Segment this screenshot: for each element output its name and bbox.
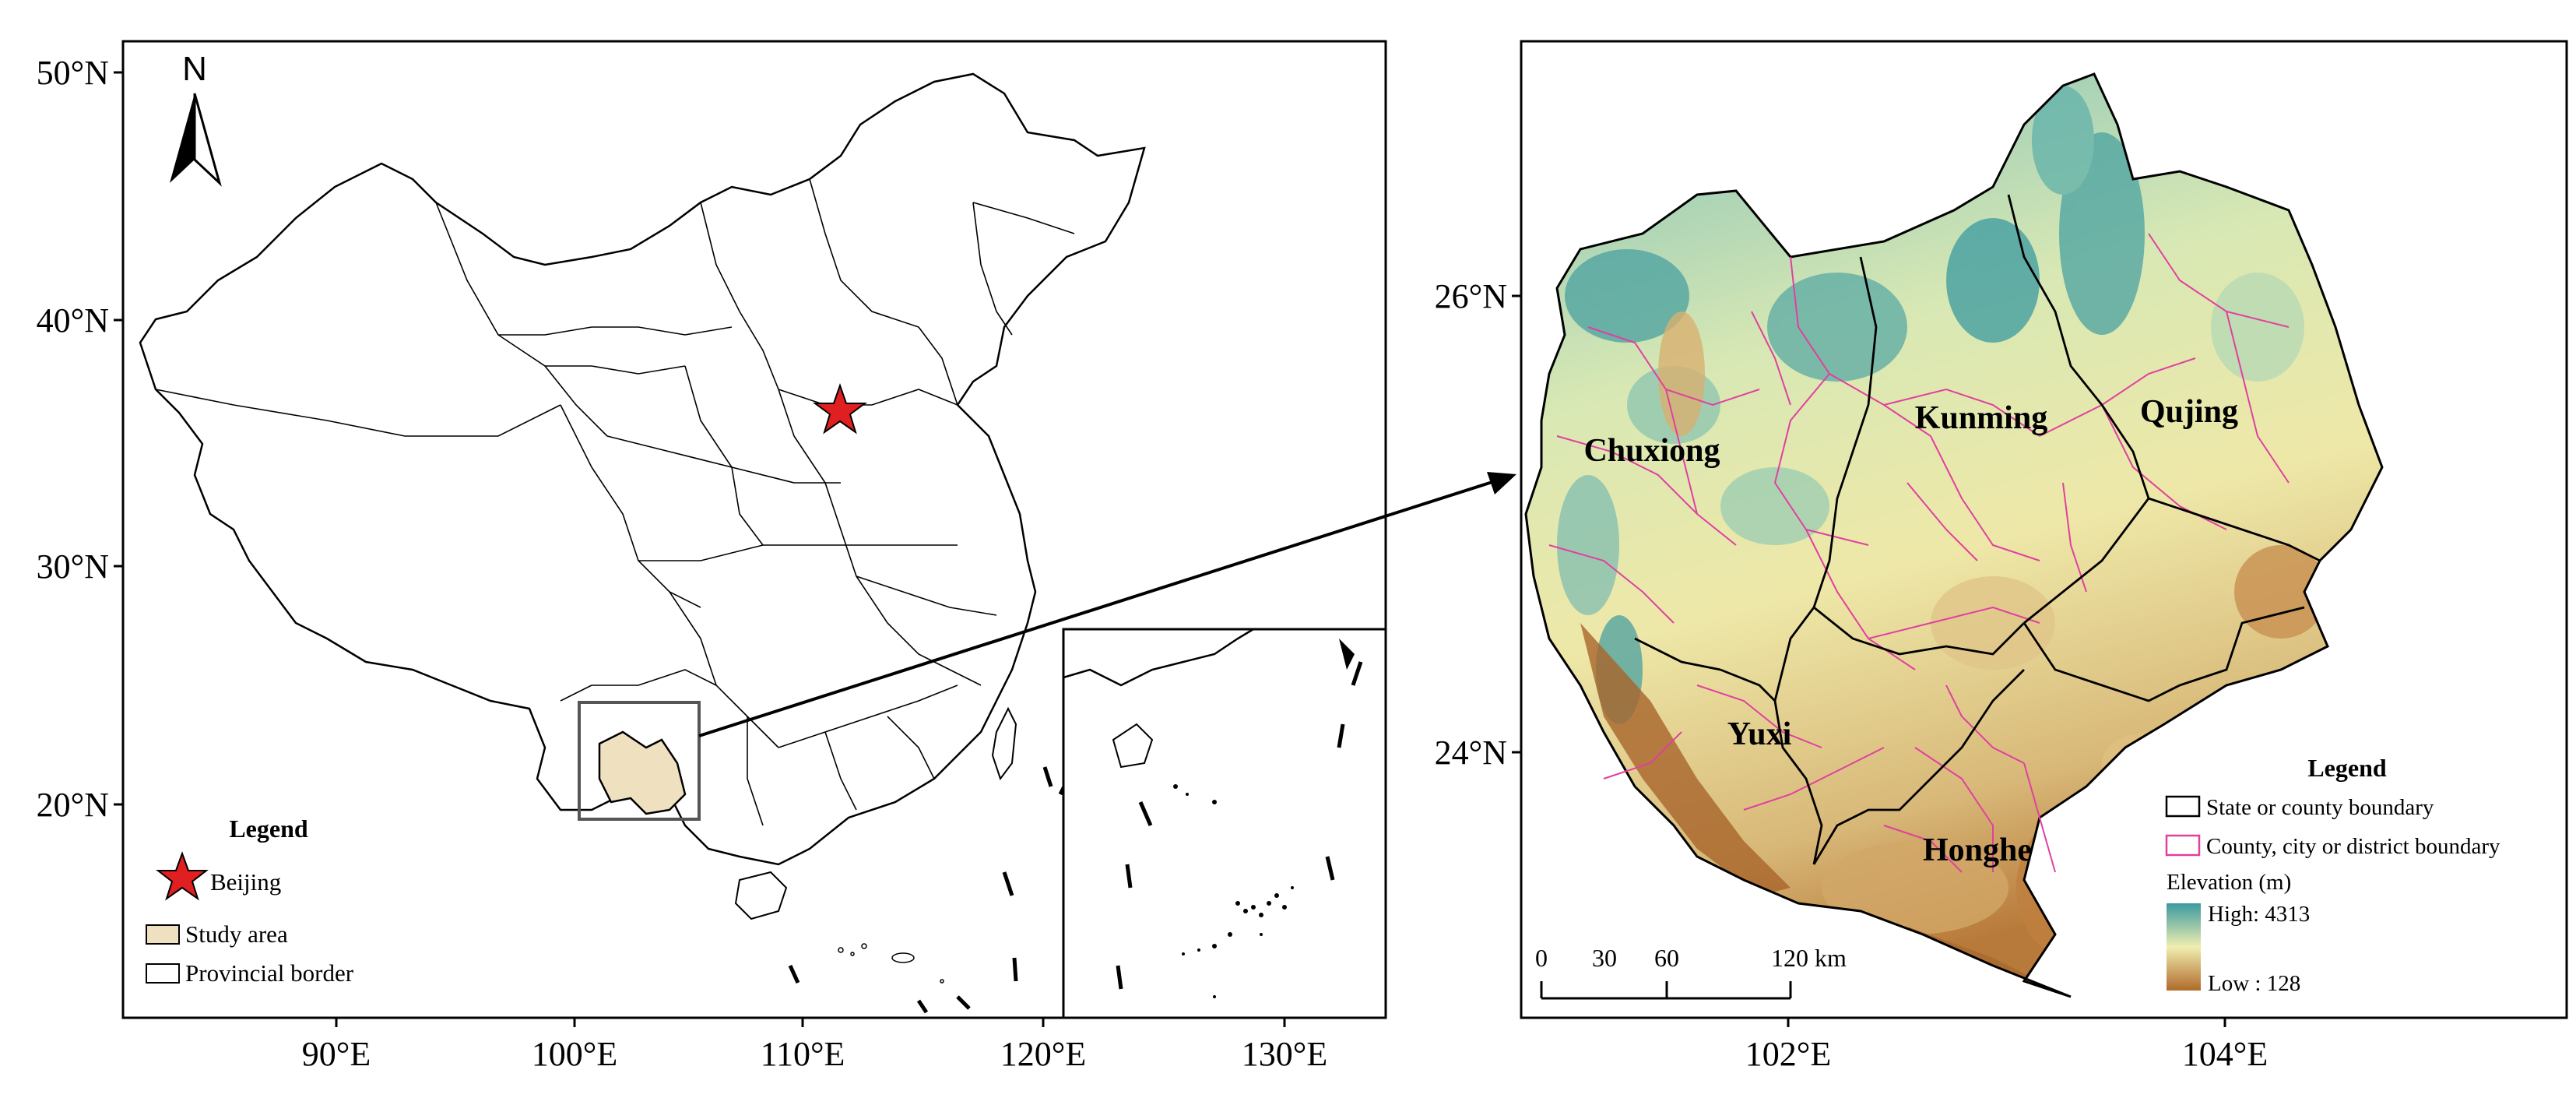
legend-county-label: County, city or district boundary xyxy=(2206,834,2500,859)
left-lat-ticks: 50°N 40°N 30°N 20°N xyxy=(37,54,123,824)
legend-provincial-swatch xyxy=(146,963,180,984)
scale-label-60: 60 xyxy=(1654,944,1679,972)
study-area xyxy=(598,730,687,815)
legend-study-area-swatch xyxy=(146,924,180,945)
elevation-color-ramp xyxy=(2167,903,2201,991)
right-lon-label-102e: 102°E xyxy=(1745,1035,1831,1073)
left-lon-ticks: 90°E 100°E 110°E 120°E 130°E xyxy=(302,1018,1327,1073)
lon-label-100e: 100°E xyxy=(532,1035,617,1073)
legend-beijing-label: Beijing xyxy=(210,868,281,896)
right-lon-label-104e: 104°E xyxy=(2182,1035,2268,1073)
right-lat-label-26n: 26°N xyxy=(1435,277,1507,315)
hainan-island xyxy=(734,871,788,920)
scale-label-120km: 120 km xyxy=(1771,944,1847,972)
legend-elevation-high: High: 4313 xyxy=(2208,902,2310,927)
label-yuxi: Yuxi xyxy=(1727,716,1792,752)
lon-label-130e: 130°E xyxy=(1242,1035,1327,1073)
right-map: 26°N 24°N 102°E 104°E xyxy=(1435,40,2568,1073)
right-lon-ticks: 102°E 104°E xyxy=(1745,1018,2268,1073)
zoom-arrow xyxy=(698,472,1516,737)
legend-state-swatch xyxy=(2165,795,2201,818)
lat-label-50n: 50°N xyxy=(37,54,109,92)
taiwan-island xyxy=(991,706,1017,781)
lat-label-40n: 40°N xyxy=(37,301,109,340)
legend-provincial-label: Provincial border xyxy=(185,959,354,987)
right-legend: Legend State or county boundary County, … xyxy=(2165,754,2500,996)
north-arrow: N xyxy=(170,50,222,187)
scale-label-30: 30 xyxy=(1592,944,1617,972)
region-labels: Chuxiong Kunming Qujing Yuxi Honghe xyxy=(1583,394,2238,868)
lat-label-20n: 20°N xyxy=(37,786,109,824)
left-map: 50°N 40°N 30°N 20°N 90°E 100°E 110°E 120… xyxy=(37,40,1387,1073)
lon-label-90e: 90°E xyxy=(302,1035,371,1073)
inset-map xyxy=(1062,628,1387,1019)
right-legend-title: Legend xyxy=(2307,754,2387,782)
study-area-outline xyxy=(1524,72,2384,998)
legend-elevation-title: Elevation (m) xyxy=(2167,870,2291,895)
scale-label-0: 0 xyxy=(1535,944,1548,972)
state-boundaries xyxy=(1634,194,2321,865)
county-boundaries xyxy=(1548,233,2290,873)
scale-bar: 0 30 60 120 km xyxy=(1535,944,1847,1000)
china-outline xyxy=(139,72,1146,866)
lon-label-110e: 110°E xyxy=(761,1035,845,1073)
left-legend-title: Legend xyxy=(229,815,308,843)
legend-elevation-low: Low : 128 xyxy=(2208,971,2300,996)
label-chuxiong: Chuxiong xyxy=(1583,433,1720,469)
legend-star-icon xyxy=(156,851,209,901)
sea-islands xyxy=(838,943,944,984)
provincial-borders xyxy=(155,178,1075,826)
north-label: N xyxy=(182,50,207,88)
right-lat-ticks: 26°N 24°N xyxy=(1435,277,1521,772)
lon-label-120e: 120°E xyxy=(1000,1035,1086,1073)
label-qujing: Qujing xyxy=(2140,394,2238,430)
left-legend: Legend Beijing Study area Provincial bor… xyxy=(146,815,354,987)
legend-state-label: State or county boundary xyxy=(2206,795,2434,820)
legend-study-area-label: Study area xyxy=(185,920,288,948)
nine-dash-line xyxy=(788,766,1070,1014)
right-lat-label-24n: 24°N xyxy=(1435,734,1507,772)
legend-county-swatch xyxy=(2165,834,2201,857)
study-area-box xyxy=(578,701,701,821)
beijing-star xyxy=(812,382,868,435)
label-kunming: Kunming xyxy=(1915,400,2047,436)
label-honghe: Honghe xyxy=(1923,832,2032,868)
inset-frame xyxy=(1062,628,1387,1019)
lat-label-30n: 30°N xyxy=(37,547,109,586)
